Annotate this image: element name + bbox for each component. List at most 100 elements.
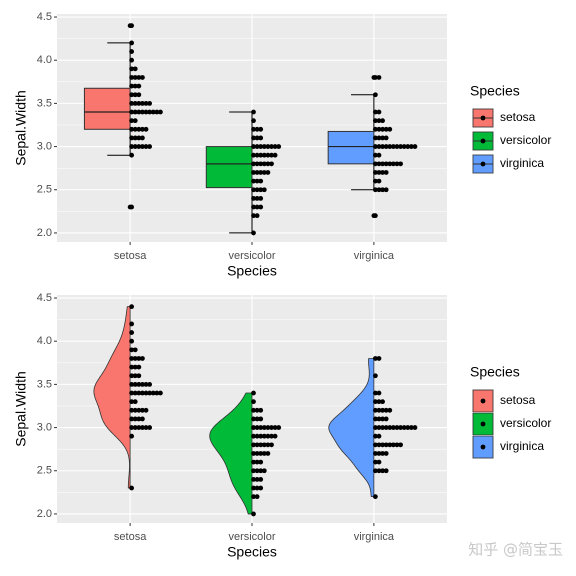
dot: [376, 356, 382, 361]
dot: [380, 416, 385, 422]
dot: [136, 373, 142, 379]
dot: [254, 476, 260, 482]
dot: [251, 126, 256, 132]
dot: [372, 459, 378, 465]
dot: [129, 321, 135, 327]
dot: [132, 118, 138, 124]
dot: [254, 144, 260, 149]
dot: [376, 468, 382, 474]
dot: [136, 407, 142, 413]
dot: [140, 109, 145, 115]
dot: [269, 442, 274, 448]
y-tick-label: 2.5: [37, 184, 52, 196]
dot: [251, 152, 256, 158]
dot: [372, 407, 378, 413]
dot: [132, 66, 138, 72]
dot: [140, 135, 145, 141]
dot: [254, 494, 260, 500]
dot: [140, 144, 145, 149]
dot: [376, 187, 382, 193]
dot: [376, 161, 382, 167]
dot: [258, 459, 264, 465]
dot: [254, 195, 260, 201]
dot: [398, 442, 403, 448]
dot: [132, 356, 138, 361]
dot: [132, 83, 138, 89]
dot: [394, 442, 400, 448]
dot: [251, 416, 256, 422]
dot: [258, 195, 264, 201]
dot: [129, 381, 135, 387]
dot: [143, 425, 149, 430]
dot: [147, 425, 153, 430]
dot: [372, 135, 378, 141]
dot: [372, 390, 378, 396]
dot: [254, 170, 260, 175]
dot: [258, 152, 264, 158]
dot: [394, 425, 400, 430]
dot: [132, 407, 138, 413]
dot: [405, 425, 411, 430]
dot: [140, 416, 145, 422]
dot: [258, 485, 264, 491]
dot: [265, 425, 271, 430]
dot: [394, 144, 400, 149]
dot: [376, 433, 382, 439]
dot: [408, 144, 414, 149]
dot: [132, 100, 138, 106]
dot: [383, 407, 389, 413]
dot: [158, 390, 163, 396]
dot: [251, 135, 256, 141]
dot: [383, 144, 389, 149]
dot: [383, 135, 389, 141]
dot: [258, 126, 264, 132]
dot: [143, 407, 149, 413]
dot: [265, 161, 271, 167]
dot: [251, 485, 256, 491]
watermark: 知乎 @简宝玉: [468, 541, 563, 559]
dot: [258, 433, 264, 439]
x-axis-title: Species: [227, 544, 277, 560]
dot: [129, 75, 135, 80]
dot: [387, 161, 393, 167]
dot: [129, 57, 135, 63]
legend-label: versicolor: [500, 416, 551, 430]
dot: [254, 442, 260, 448]
dot: [129, 338, 135, 344]
legend-key-dot: [480, 138, 486, 144]
dot: [372, 178, 378, 184]
dot: [254, 425, 260, 430]
dot: [376, 459, 382, 465]
dot: [376, 118, 382, 124]
dot: [158, 109, 163, 115]
legend-key-dot: [480, 421, 486, 427]
violin: [328, 358, 375, 498]
dot: [376, 126, 382, 132]
dot: [372, 425, 378, 430]
dot: [136, 390, 142, 396]
dot: [129, 364, 135, 370]
dot: [380, 144, 385, 149]
dot: [132, 126, 138, 132]
dot: [276, 425, 282, 430]
dot: [372, 109, 378, 115]
dot: [254, 459, 260, 465]
dot: [376, 407, 382, 413]
dot: [132, 347, 138, 353]
dot: [140, 407, 145, 413]
legend-label: virginica: [500, 156, 544, 170]
dot: [380, 135, 385, 141]
dot: [376, 442, 382, 448]
dot: [258, 204, 264, 210]
dot: [129, 100, 135, 106]
dot: [129, 347, 135, 353]
dot: [129, 135, 135, 141]
dot: [251, 451, 256, 456]
dot: [132, 416, 138, 422]
dot: [254, 468, 260, 474]
dot: [129, 152, 135, 158]
dot: [383, 416, 389, 422]
dot: [132, 109, 138, 115]
dot: [265, 451, 271, 456]
dot: [394, 161, 400, 167]
